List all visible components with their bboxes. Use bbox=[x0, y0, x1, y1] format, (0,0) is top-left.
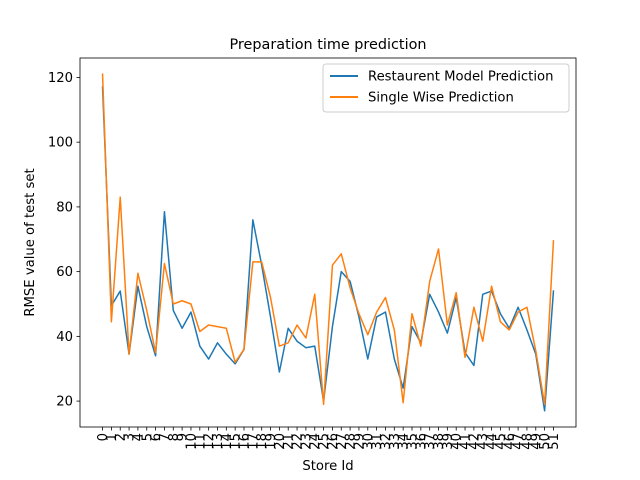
x-tick-label-35: 35 bbox=[405, 433, 420, 450]
x-tick-label-23: 23 bbox=[299, 433, 314, 450]
x-tick-label-44: 44 bbox=[485, 433, 500, 450]
legend: Restaurent Model Prediction Single Wise … bbox=[322, 63, 570, 113]
y-tick-label-20: 20 bbox=[56, 395, 73, 410]
x-tick-label-8: 8 bbox=[167, 433, 182, 441]
x-tick-label-45: 45 bbox=[494, 433, 509, 450]
x-tick-label-20: 20 bbox=[273, 433, 288, 450]
x-tick-label-7: 7 bbox=[158, 433, 173, 441]
legend-label-restaurent: Restaurent Model Prediction bbox=[368, 70, 553, 85]
x-tick-label-46: 46 bbox=[503, 433, 518, 450]
x-tick-label-6: 6 bbox=[149, 433, 164, 441]
x-tick-label-36: 36 bbox=[414, 433, 429, 450]
x-tick-label-11: 11 bbox=[193, 433, 208, 450]
x-tick-label-13: 13 bbox=[211, 433, 226, 450]
x-tick-label-50: 50 bbox=[538, 433, 553, 450]
y-tick-label-100: 100 bbox=[48, 136, 73, 151]
x-tick-label-3: 3 bbox=[123, 433, 138, 441]
x-tick-label-43: 43 bbox=[476, 433, 491, 450]
x-tick-label-34: 34 bbox=[397, 433, 412, 450]
x-tick-label-21: 21 bbox=[282, 433, 297, 450]
x-tick-label-31: 31 bbox=[370, 433, 385, 450]
x-axis-label: Store Id bbox=[302, 459, 353, 474]
series-line-1 bbox=[101, 73, 555, 406]
x-tick-label-1: 1 bbox=[105, 433, 120, 441]
x-tick-label-39: 39 bbox=[441, 433, 456, 450]
x-tick-label-15: 15 bbox=[229, 433, 244, 450]
chart-title: Preparation time prediction bbox=[230, 37, 427, 53]
x-tick-label-49: 49 bbox=[529, 433, 544, 450]
x-tick-label-5: 5 bbox=[140, 433, 155, 441]
x-tick-label-4: 4 bbox=[131, 433, 146, 441]
x-tick-label-22: 22 bbox=[291, 433, 306, 450]
x-tick-label-12: 12 bbox=[202, 433, 217, 450]
y-axis-label: RMSE value of test set bbox=[23, 168, 38, 316]
x-tick-label-2: 2 bbox=[114, 433, 129, 441]
x-tick-label-10: 10 bbox=[184, 433, 199, 450]
y-axis: 20 40 60 80 100 120 bbox=[48, 71, 80, 410]
x-tick-label-16: 16 bbox=[238, 433, 253, 450]
x-tick-label-33: 33 bbox=[388, 433, 403, 450]
x-tick-label-24: 24 bbox=[308, 433, 323, 450]
x-tick-label-0: 0 bbox=[96, 433, 111, 441]
x-tick-label-51: 51 bbox=[547, 433, 562, 450]
x-tick-label-40: 40 bbox=[450, 433, 465, 450]
x-tick-label-19: 19 bbox=[264, 433, 279, 450]
plot-frame bbox=[79, 57, 577, 428]
x-tick-label-28: 28 bbox=[344, 433, 359, 450]
x-tick-label-9: 9 bbox=[176, 433, 191, 441]
y-tick-label-60: 60 bbox=[56, 265, 73, 280]
x-axis: 0123456789101112131415161718192021222324… bbox=[96, 427, 562, 450]
x-tick-label-30: 30 bbox=[361, 433, 376, 450]
x-tick-label-26: 26 bbox=[326, 433, 341, 450]
legend-box bbox=[322, 63, 570, 113]
legend-label-single-wise: Single Wise Prediction bbox=[368, 91, 514, 106]
y-tick-label-120: 120 bbox=[48, 71, 73, 86]
x-tick-label-14: 14 bbox=[220, 433, 235, 450]
x-tick-label-41: 41 bbox=[459, 433, 474, 450]
x-tick-label-27: 27 bbox=[335, 433, 350, 450]
x-tick-label-37: 37 bbox=[423, 433, 438, 450]
x-tick-label-42: 42 bbox=[467, 433, 482, 450]
y-tick-label-80: 80 bbox=[56, 200, 73, 215]
x-tick-label-29: 29 bbox=[352, 433, 367, 450]
plot-lines bbox=[101, 73, 555, 412]
x-tick-label-32: 32 bbox=[379, 433, 394, 450]
x-tick-label-47: 47 bbox=[512, 433, 527, 450]
x-tick-label-48: 48 bbox=[520, 433, 535, 450]
x-tick-label-38: 38 bbox=[432, 433, 447, 450]
x-tick-label-17: 17 bbox=[246, 433, 261, 450]
x-tick-label-18: 18 bbox=[255, 433, 270, 450]
series-line-0 bbox=[101, 86, 555, 412]
x-tick-label-25: 25 bbox=[317, 433, 332, 450]
y-tick-label-40: 40 bbox=[56, 330, 73, 345]
